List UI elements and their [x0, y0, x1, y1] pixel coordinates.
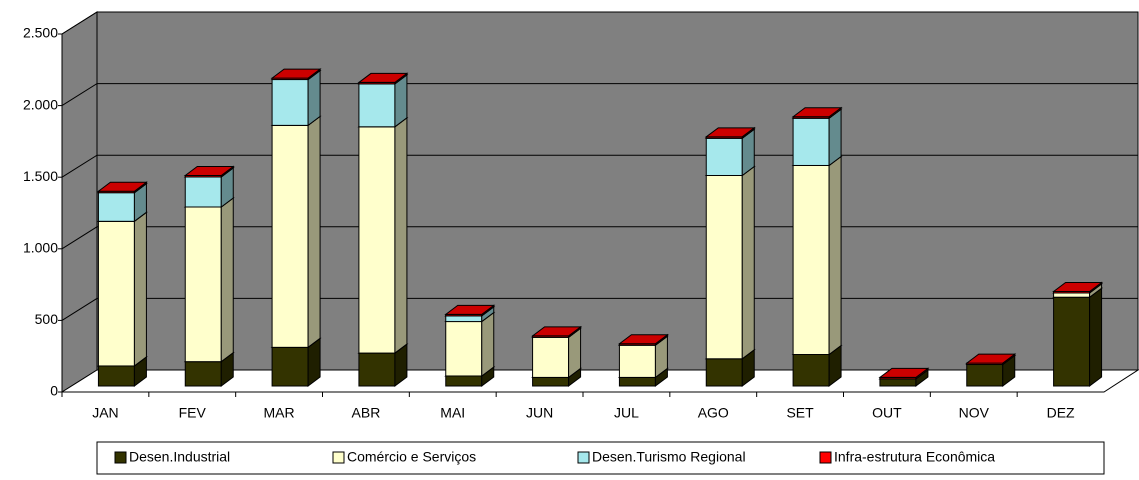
- legend: [96, 441, 1105, 475]
- y-tick-label: 2.000: [23, 96, 58, 112]
- bar: [184, 176, 222, 208]
- bar-side: [307, 115, 321, 349]
- grid-line: [61, 226, 1138, 250]
- x-tick-label: OUT: [872, 405, 902, 421]
- x-tick-label: JAN: [92, 405, 118, 421]
- bar-top: [531, 326, 583, 337]
- bar: [705, 358, 743, 387]
- bar-top: [183, 165, 235, 176]
- bar-side: [1089, 287, 1103, 387]
- x-tick-label: JUL: [614, 405, 639, 421]
- bar: [1053, 292, 1091, 298]
- grid-line: [61, 297, 1138, 321]
- bar: [271, 346, 309, 387]
- bar: [271, 79, 309, 126]
- bar: [184, 361, 222, 387]
- grid-line: [61, 11, 1138, 35]
- bar-side: [394, 116, 408, 355]
- y-tick-label: 1.000: [23, 240, 58, 256]
- bar: [618, 344, 656, 378]
- bar-side: [133, 211, 147, 367]
- bar: [618, 376, 656, 387]
- bar-side: [220, 197, 234, 363]
- bar: [271, 124, 309, 348]
- bar: [445, 315, 483, 323]
- x-tick-label: JUN: [526, 405, 553, 421]
- legend-label: Desen.Industrial: [129, 449, 230, 465]
- x-tick-label: AGO: [698, 405, 729, 421]
- bar-top: [270, 68, 322, 79]
- y-tick-label: 1.500: [23, 168, 58, 184]
- bar-top: [1052, 281, 1104, 292]
- bar-side: [828, 108, 842, 167]
- bar: [97, 220, 135, 367]
- bar: [879, 378, 917, 387]
- x-tick-label: NOV: [959, 405, 990, 421]
- bar: [1053, 296, 1091, 387]
- legend-swatch: [819, 451, 832, 464]
- grid-line: [61, 83, 1138, 107]
- bar-top: [96, 181, 148, 192]
- legend-label: Comércio e Serviços: [347, 449, 476, 465]
- bar-side: [741, 165, 755, 360]
- bar-top: [704, 127, 756, 138]
- x-tick-label: MAI: [440, 405, 465, 421]
- bar: [97, 365, 135, 387]
- bar: [358, 83, 396, 128]
- bar: [97, 192, 135, 222]
- x-tick-label: MAR: [264, 405, 295, 421]
- bar: [705, 174, 743, 360]
- bar-top: [617, 334, 669, 345]
- grid-line: [61, 154, 1138, 178]
- bar: [532, 376, 570, 387]
- bar-top: [791, 107, 843, 118]
- legend-label: Infra-estrutura Econômica: [834, 449, 995, 465]
- bar-top: [357, 72, 409, 83]
- bar-side: [481, 311, 495, 377]
- bar: [532, 336, 570, 378]
- side-wall: [61, 11, 98, 393]
- bar: [792, 117, 830, 166]
- legend-swatch: [114, 451, 127, 464]
- x-tick-label: DEZ: [1047, 405, 1075, 421]
- bar: [184, 206, 222, 363]
- y-tick-label: 0: [50, 383, 58, 399]
- x-tick-label: FEV: [179, 405, 207, 421]
- bar-top: [878, 367, 930, 378]
- bar-top: [965, 353, 1017, 364]
- bar: [792, 164, 830, 355]
- bar: [705, 137, 743, 176]
- legend-label: Desen.Turismo Regional: [592, 449, 746, 465]
- y-tick-label: 2.500: [23, 25, 58, 41]
- bar: [358, 352, 396, 387]
- bar-top: [444, 304, 496, 315]
- bar-side: [828, 155, 842, 356]
- bar: [966, 364, 1004, 387]
- bar: [445, 375, 483, 387]
- legend-swatch: [332, 451, 345, 464]
- legend-swatch: [577, 451, 590, 464]
- x-tick-label: SET: [786, 405, 814, 421]
- x-tick-label: ABR: [352, 405, 381, 421]
- bar: [792, 353, 830, 387]
- bar: [445, 321, 483, 377]
- back-wall: [96, 11, 1139, 371]
- bar: [358, 126, 396, 354]
- y-tick-label: 500: [35, 311, 59, 327]
